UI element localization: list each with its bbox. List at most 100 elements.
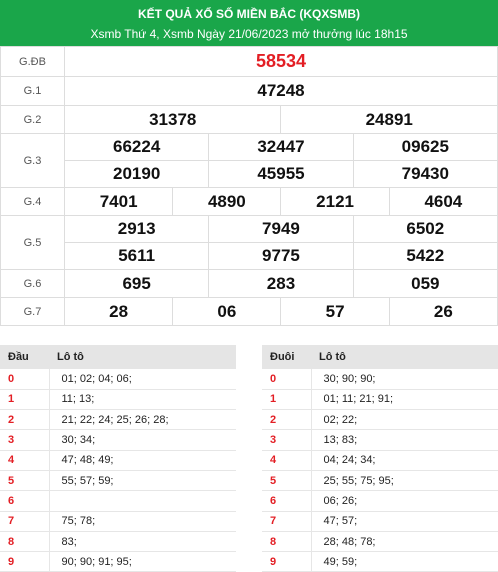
prize-value: 31378 xyxy=(63,105,282,134)
loto-key: 4 xyxy=(0,450,50,471)
results-header: KẾT QUẢ XỔ SỐ MIỀN BẮC (KQXSMB) Xsmb Thứ… xyxy=(0,0,498,46)
loto-key: 0 xyxy=(262,369,312,390)
loto-row: 9 49; 59; xyxy=(262,551,498,572)
loto-row: 3 13; 83; xyxy=(262,429,498,451)
loto-key: 7 xyxy=(262,511,312,532)
prize-value: 5422 xyxy=(352,242,498,270)
results-title: KẾT QUẢ XỔ SỐ MIỀN BẮC (KQXSMB) xyxy=(137,7,360,21)
prize-value: 6502 xyxy=(352,215,498,243)
prize-table: G.ĐB 58534 G.1 47248 G.2 31378 24891 G.3… xyxy=(0,46,498,326)
loto-row: 1 01; 11; 21; 91; xyxy=(262,389,498,411)
loto-key: 3 xyxy=(262,429,312,451)
prize-value: 47248 xyxy=(64,76,498,106)
prize-value: 695 xyxy=(63,269,210,298)
loto-row: 6 06; 26; xyxy=(262,490,498,512)
prize-value: 5611 xyxy=(63,242,210,270)
prize-value: 09625 xyxy=(352,133,498,161)
loto-nums: 11; 13; xyxy=(49,389,236,411)
prize-value: 20190 xyxy=(63,160,210,188)
loto-key: 5 xyxy=(0,470,50,492)
loto-nums: 04; 24; 34; xyxy=(311,450,498,471)
loto-nums: 01; 02; 04; 06; xyxy=(49,369,236,390)
prize-label: G.1 xyxy=(0,76,65,106)
loto-key: 7 xyxy=(0,511,50,532)
loto-key: 3 xyxy=(0,429,50,451)
prize-value: 4890 xyxy=(172,187,282,216)
loto-row: 5 55; 57; 59; xyxy=(0,470,236,492)
loto-key: 2 xyxy=(0,409,50,431)
loto-nums: 75; 78; xyxy=(49,511,236,532)
loto-head-col-nums: Lô tô xyxy=(49,345,236,369)
loto-key: 0 xyxy=(0,369,50,390)
loto-key: 6 xyxy=(0,490,50,512)
loto-tail-col-nums: Lô tô xyxy=(311,345,498,369)
loto-key: 6 xyxy=(262,490,312,512)
loto-row: 1 11; 13; xyxy=(0,389,236,411)
loto-head-col-key: Đầu xyxy=(0,345,49,369)
loto-nums: 25; 55; 75; 95; xyxy=(311,470,498,492)
prize-value: 06 xyxy=(172,297,282,326)
prize-value: 28 xyxy=(63,297,174,326)
prize-label: G.4 xyxy=(0,187,65,216)
loto-nums: 30; 34; xyxy=(49,429,236,451)
loto-row: 0 01; 02; 04; 06; xyxy=(0,369,236,390)
loto-row: 5 25; 55; 75; 95; xyxy=(262,470,498,492)
prize-label: G.5 xyxy=(0,215,65,270)
prize-label: G.3 xyxy=(0,133,65,188)
loto-key: 8 xyxy=(262,531,312,553)
loto-section: Đầu Lô tô 0 01; 02; 04; 06; 1 11; 13; 2 21;… xyxy=(0,345,498,572)
prize-row-g2: G.2 31378 24891 xyxy=(0,105,498,134)
loto-nums: 28; 48; 78; xyxy=(311,531,498,553)
loto-row: 8 28; 48; 78; xyxy=(262,531,498,553)
loto-nums: 90; 90; 91; 95; xyxy=(49,551,236,572)
prize-value: 79430 xyxy=(352,160,498,188)
prize-label: G.2 xyxy=(0,105,65,134)
loto-row: 2 21; 22; 24; 25; 26; 28; xyxy=(0,409,236,431)
loto-key: 2 xyxy=(262,409,312,431)
prize-row-g3: 20190 45955 79430 xyxy=(1,160,498,188)
prize-row-g5: G.5 2913 7949 6502 xyxy=(0,215,498,270)
prize-value: 2913 xyxy=(63,215,210,243)
loto-nums: 01; 11; 21; 91; xyxy=(311,389,498,411)
prize-value: 26 xyxy=(388,297,498,326)
special-prize-value: 58534 xyxy=(64,46,498,77)
loto-nums: 30; 90; 90; xyxy=(311,369,498,390)
prize-value: 32447 xyxy=(208,133,354,161)
prize-value: 66224 xyxy=(63,133,210,161)
loto-row: 7 47; 57; xyxy=(262,511,498,532)
prize-value: 7949 xyxy=(208,215,354,243)
loto-key: 5 xyxy=(262,470,312,492)
prize-row-g3: G.3 66224 32447 09625 xyxy=(0,133,498,188)
loto-row: 8 83; xyxy=(0,531,236,553)
loto-nums: 47; 57; xyxy=(311,511,498,532)
prize-row-g5: 5611 9775 5422 xyxy=(1,242,498,270)
prize-label: G.7 xyxy=(0,297,65,326)
loto-key: 9 xyxy=(0,551,50,572)
prize-row-g6: G.6 695 283 059 xyxy=(0,269,498,298)
loto-key: 8 xyxy=(0,531,50,553)
prize-value: 45955 xyxy=(208,160,354,188)
prize-label: G.ĐB xyxy=(0,46,65,77)
loto-nums: 13; 83; xyxy=(311,429,498,451)
prize-value: 7401 xyxy=(63,187,174,216)
loto-key: 4 xyxy=(262,450,312,471)
prize-value: 4604 xyxy=(388,187,498,216)
results-subtitle: Xsmb Thứ 4, Xsmb Ngày 21/06/2023 mở thưở… xyxy=(90,27,408,41)
loto-nums: 06; 26; xyxy=(311,490,498,512)
loto-key: 1 xyxy=(0,389,50,411)
loto-head-table: Đầu Lô tô 0 01; 02; 04; 06; 1 11; 13; 2 21;… xyxy=(0,345,236,572)
prize-row-g1: G.1 47248 xyxy=(0,76,498,106)
loto-row: 6 xyxy=(0,490,236,512)
prize-row-g4: G.4 7401 4890 2121 4604 xyxy=(0,187,498,216)
loto-row: 3 30; 34; xyxy=(0,429,236,451)
prize-value: 24891 xyxy=(280,105,498,134)
prize-row-gdb: G.ĐB 58534 xyxy=(0,46,498,77)
prize-value: 2121 xyxy=(280,187,390,216)
loto-row: 0 30; 90; 90; xyxy=(262,369,498,390)
loto-row: 4 47; 48; 49; xyxy=(0,450,236,471)
loto-nums: 47; 48; 49; xyxy=(49,450,236,471)
loto-row: 7 75; 78; xyxy=(0,511,236,532)
prize-value: 283 xyxy=(208,269,354,298)
loto-tail-col-key: Đuôi xyxy=(262,345,311,369)
loto-nums: 83; xyxy=(49,531,236,553)
